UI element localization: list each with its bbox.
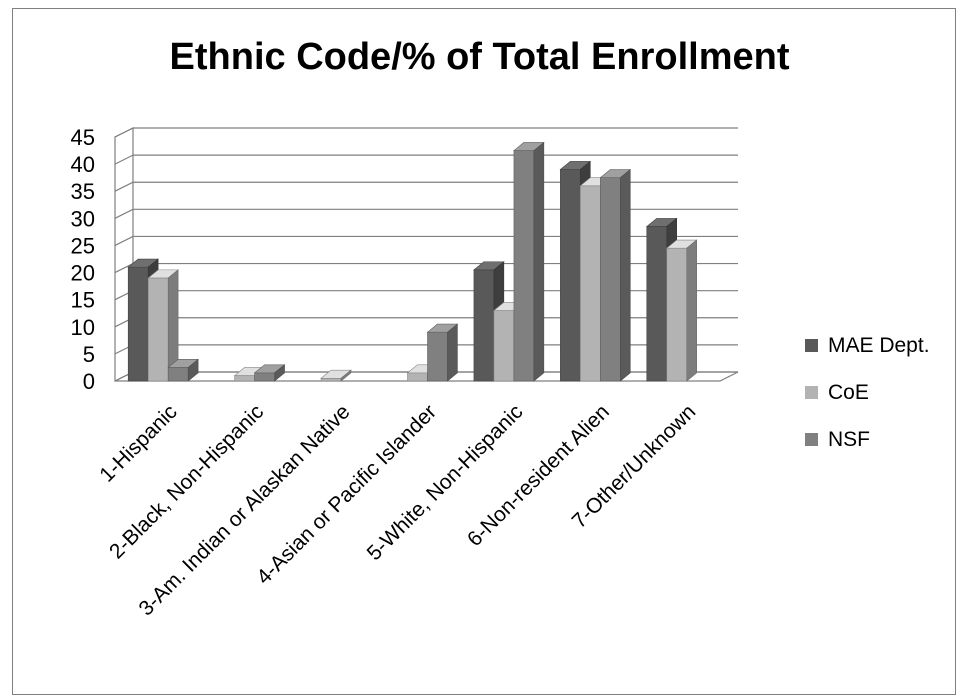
legend-swatch	[805, 386, 818, 399]
bar	[426, 323, 459, 382]
y-tick-label: 40	[71, 152, 95, 177]
legend-label: CoE	[828, 381, 869, 404]
chart-title: Ethnic Code/% of Total Enrollment	[169, 36, 790, 78]
gridline-side	[114, 154, 134, 165]
bar-front	[493, 310, 515, 382]
bar-front	[600, 177, 621, 382]
bar-front	[473, 269, 495, 382]
bar-front	[127, 266, 149, 382]
y-tick-label: 20	[71, 261, 95, 286]
y-tick-label: 5	[83, 342, 95, 367]
bar-side	[447, 323, 458, 382]
y-tick-label: 30	[71, 206, 95, 231]
bar-front	[560, 169, 581, 382]
y-tick-label: 25	[71, 233, 95, 258]
gridline-side	[114, 263, 134, 274]
gridline-side	[114, 127, 134, 138]
bar	[253, 364, 286, 382]
y-tick-label: 10	[71, 315, 95, 340]
gridlines	[114, 127, 738, 382]
legend-swatch	[805, 433, 818, 446]
gridline-side	[114, 235, 134, 246]
bar-front	[427, 331, 448, 382]
bar-front	[147, 277, 169, 382]
chart-walls	[114, 127, 739, 382]
bar	[665, 239, 698, 382]
legend: MAE Dept. CoE NSF	[805, 334, 930, 451]
bar-side	[533, 141, 545, 382]
x-tick-label: 1-Hispanic	[95, 400, 181, 486]
gridline-side	[114, 208, 134, 219]
bar	[147, 269, 179, 382]
bar-front	[320, 377, 342, 382]
y-tick-label: 35	[71, 179, 95, 204]
bar-side	[340, 369, 352, 382]
legend-label: NSF	[828, 428, 870, 451]
legend-entry: MAE Dept.	[805, 334, 930, 357]
bar-front	[407, 372, 428, 382]
legend-label: MAE Dept.	[828, 334, 930, 357]
legend-swatch	[805, 339, 818, 352]
bar-front	[254, 372, 275, 382]
gridline-side	[114, 181, 134, 192]
x-tick-label: 5-White, Non-Hispanic	[363, 400, 528, 565]
bar-side	[274, 364, 285, 382]
bar	[320, 369, 352, 382]
bar	[513, 141, 545, 382]
x-tick-label: 6-Non-resident Alien	[463, 400, 614, 551]
legend-entry: NSF	[805, 428, 870, 451]
bars	[127, 141, 698, 382]
x-tick-label: 2-Black, Non-Hispanic	[105, 400, 268, 563]
bar-side	[686, 239, 697, 382]
bar-side	[187, 358, 199, 382]
y-tick-label: 45	[71, 125, 95, 150]
x-tick-label: 4-Asian or Pacific Islander	[252, 400, 441, 589]
bar-side	[620, 168, 631, 382]
bar	[599, 168, 632, 382]
bar-front	[646, 226, 668, 382]
bar-front	[580, 185, 601, 382]
y-tick-label: 0	[83, 369, 95, 394]
bar-front	[513, 150, 535, 382]
bar-front	[234, 375, 255, 382]
y-tick-label: 15	[71, 288, 95, 313]
bar	[167, 358, 199, 382]
bar-front	[167, 367, 189, 382]
legend-entry: CoE	[805, 381, 869, 404]
bar-front	[666, 247, 688, 382]
